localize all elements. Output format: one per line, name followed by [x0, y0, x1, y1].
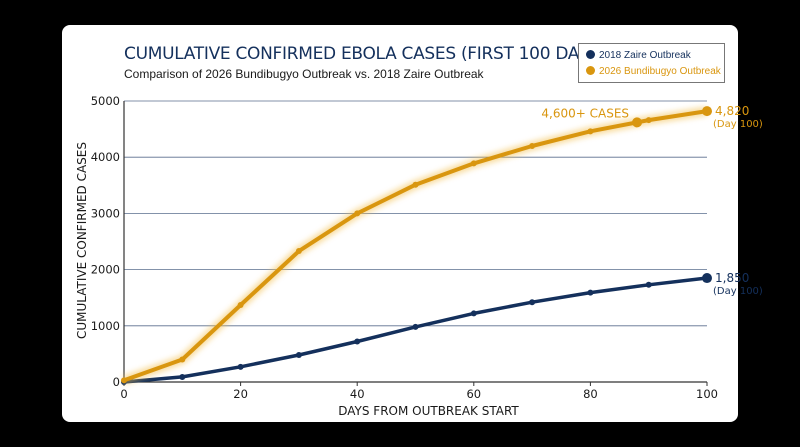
data-point-zaire — [645, 281, 652, 288]
y-tick-label: 0 — [113, 375, 120, 389]
legend-item-bundibugyo: 2026 Bundibugyo Outbreak — [586, 66, 721, 77]
x-tick-label: 0 — [120, 387, 127, 401]
legend: 2018 Zaire Outbreak 2026 Bundibugyo Outb… — [578, 43, 725, 83]
data-point-bundibugyo — [529, 142, 536, 149]
x-tick-label: 80 — [583, 387, 598, 401]
annotation-label: 4,600+ CASES — [541, 106, 629, 120]
legend-label-bundibugyo: 2026 Bundibugyo Outbreak — [599, 66, 721, 77]
x-tick-label: 100 — [696, 387, 718, 401]
x-tick-label: 60 — [466, 387, 481, 401]
x-tick-label: 40 — [350, 387, 365, 401]
y-tick-label: 5000 — [91, 94, 120, 108]
data-point-zaire — [354, 338, 361, 345]
data-point-zaire — [702, 273, 712, 284]
data-point-bundibugyo — [412, 181, 419, 188]
data-point-zaire — [237, 363, 244, 370]
chart-subtitle: Comparison of 2026 Bundibugyo Outbreak v… — [124, 67, 484, 81]
data-point-zaire — [179, 373, 186, 380]
y-axis-title: CUMULATIVE CONFIRMED CASES — [75, 142, 89, 339]
end-value-sublabel: (Day 100) — [713, 119, 763, 130]
y-tick-label: 3000 — [91, 206, 120, 220]
y-tick-label: 4000 — [91, 150, 120, 164]
y-tick-label: 1000 — [91, 319, 120, 333]
data-point-bundibugyo — [179, 356, 186, 363]
legend-item-zaire: 2018 Zaire Outbreak — [586, 50, 691, 61]
data-point-zaire — [470, 310, 477, 317]
end-value-label: 1,850 — [715, 271, 749, 285]
data-point-zaire — [587, 289, 594, 296]
series-glow-bundibugyo — [122, 106, 708, 385]
end-value-sublabel: (Day 100) — [713, 286, 763, 297]
data-point-bundibugyo — [702, 106, 712, 117]
data-point-bundibugyo — [121, 377, 127, 384]
data-point-bundibugyo — [587, 128, 594, 135]
legend-swatch-bundibugyo — [586, 66, 595, 75]
x-axis-title: DAYS FROM OUTBREAK START — [338, 404, 519, 418]
data-point-zaire — [295, 352, 302, 359]
data-point-zaire — [529, 299, 536, 306]
legend-swatch-zaire — [586, 50, 595, 59]
annotation-marker — [632, 117, 643, 128]
legend-label-zaire: 2018 Zaire Outbreak — [599, 50, 691, 61]
series-line-bundibugyo — [122, 109, 709, 383]
chart-card — [62, 25, 738, 422]
y-tick-label: 2000 — [91, 263, 120, 277]
data-point-bundibugyo — [645, 117, 652, 124]
data-point-bundibugyo — [237, 302, 244, 309]
x-tick-label: 20 — [233, 387, 248, 401]
data-point-zaire — [412, 323, 419, 330]
data-point-bundibugyo — [354, 210, 361, 217]
data-point-bundibugyo — [295, 248, 302, 255]
chart-title: CUMULATIVE CONFIRMED EBOLA CASES (FIRST … — [124, 44, 605, 64]
data-point-bundibugyo — [470, 160, 477, 167]
end-value-label: 4,820 — [715, 104, 749, 118]
